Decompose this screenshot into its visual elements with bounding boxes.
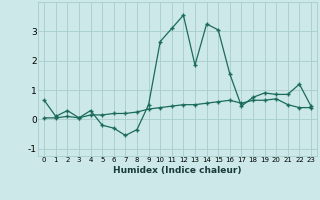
X-axis label: Humidex (Indice chaleur): Humidex (Indice chaleur) — [113, 166, 242, 175]
